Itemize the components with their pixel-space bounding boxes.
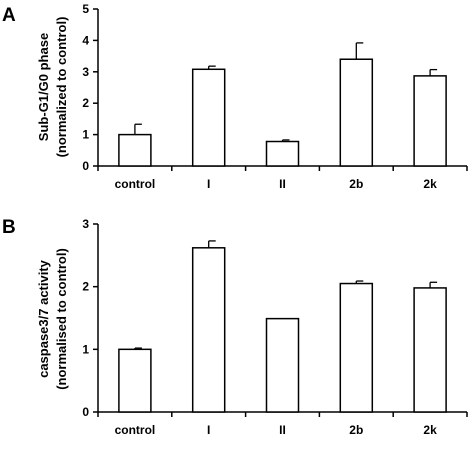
panel-b-category-label: control [115, 423, 156, 437]
panel-a-y-axis-title-line1: Sub-G1/G0 phase [36, 33, 51, 141]
panel-a-bar [191, 68, 226, 167]
panel-b-category-label: 2b [349, 423, 363, 437]
panel-b-category-label: 2k [423, 423, 437, 437]
panel-a-chart: A Sub-G1/G0 phase (normalized to control… [2, 2, 468, 191]
panel-a-letter: A [2, 5, 16, 26]
panel-a-category-label: I [207, 177, 210, 191]
panel-b-bar [191, 247, 226, 413]
panel-b-y-axis-title-line2: (normalised to control) [54, 248, 69, 390]
panel-a-y-tick-label: 2 [82, 96, 89, 110]
panel-b-category-label: II [279, 423, 286, 437]
panel-b-bar [118, 348, 152, 413]
panel-a-bar [265, 140, 300, 167]
panel-b-bar [413, 287, 447, 413]
panel-b-letter: B [2, 217, 16, 238]
panel-a-y-tick-label: 4 [82, 33, 89, 47]
panel-b-chart: B caspase3/7 activity (normalised to con… [2, 217, 468, 437]
panel-a-bar [339, 58, 374, 167]
panel-a-y-tick-label: 3 [82, 65, 89, 79]
panel-b-bar [339, 282, 374, 413]
panel-a-bar [118, 133, 152, 167]
panel-a-category-label: 2k [423, 177, 437, 191]
panel-a-y-tick-label: 1 [82, 128, 89, 142]
panel-a-bar [413, 75, 447, 167]
panel-a-category-label: control [115, 177, 156, 191]
panel-a-y-axis-title-line2: (normalized to control) [54, 17, 69, 158]
panel-a-category-label: 2b [349, 177, 363, 191]
panel-a-category-label: II [279, 177, 286, 191]
panel-b-bar [265, 317, 300, 413]
panel-b-y-tick-label: 2 [82, 280, 89, 294]
panel-b-y-axis-title-line1: caspase3/7 activity [36, 259, 51, 378]
panel-a-y-tick-label: 0 [82, 159, 89, 173]
panel-b-y-tick-label: 0 [82, 405, 89, 419]
panel-a-y-tick-label: 5 [82, 2, 89, 16]
panel-b-y-tick-label: 1 [82, 342, 89, 356]
panel-b-category-label: I [207, 423, 210, 437]
panel-b-y-tick-label: 3 [82, 217, 89, 231]
